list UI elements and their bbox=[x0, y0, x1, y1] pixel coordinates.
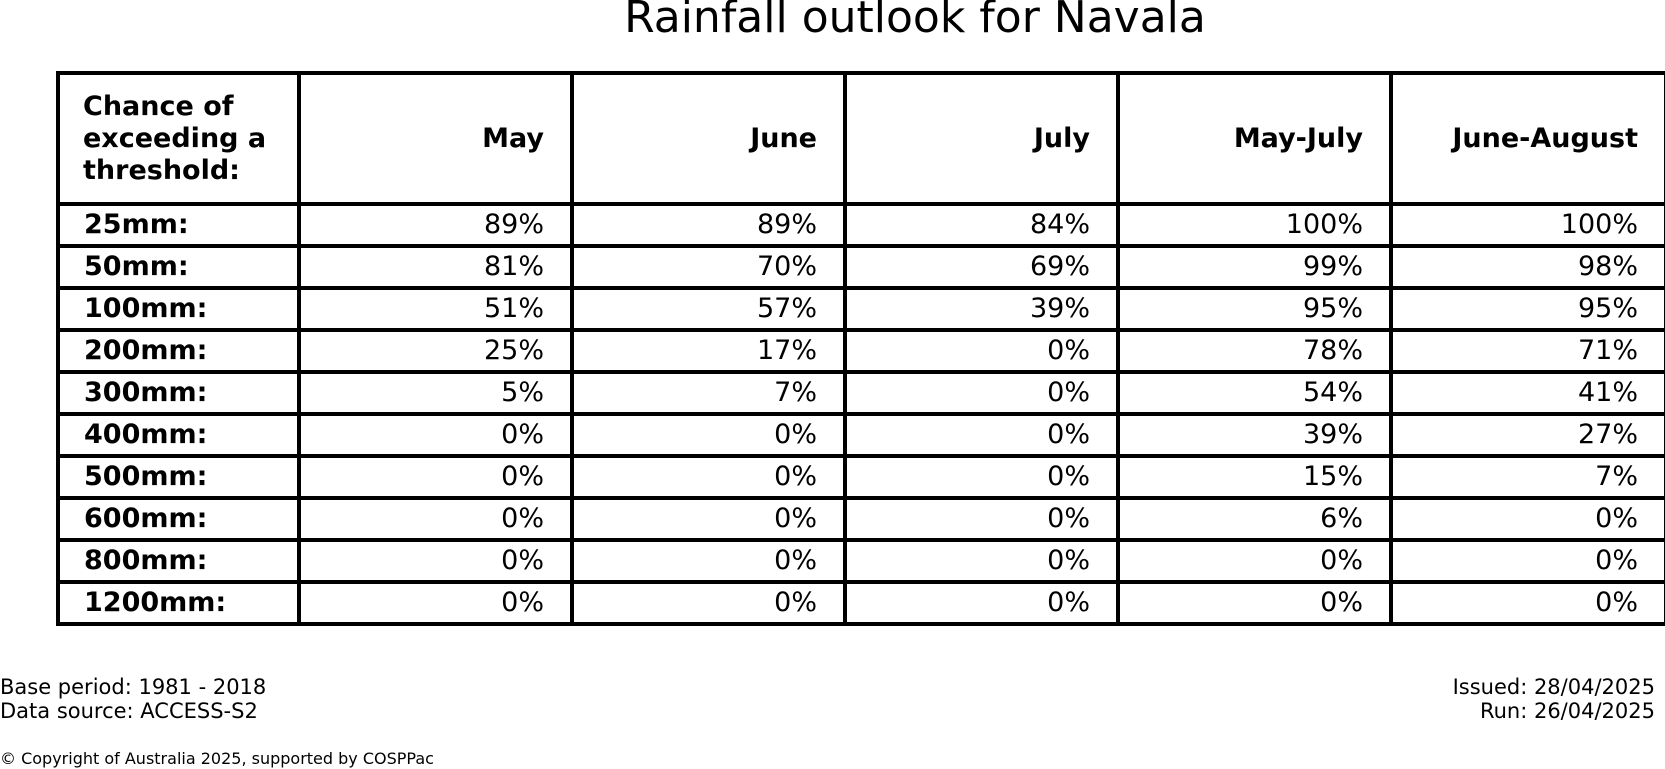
table-cell: 78% bbox=[1116, 328, 1393, 374]
table-header-row: Chance of exceeding a threshold: May Jun… bbox=[56, 71, 1665, 206]
table-cell: 69% bbox=[843, 244, 1120, 290]
table-row: 50mm: 81% 70% 69% 99% 98% bbox=[56, 244, 1665, 290]
table-cell: 39% bbox=[843, 286, 1120, 332]
table-cell: 89% bbox=[570, 202, 847, 248]
table-cell: 27% bbox=[1389, 412, 1665, 458]
table-cell: 0% bbox=[297, 454, 574, 500]
row-label: 300mm: bbox=[56, 370, 301, 416]
footer-left: Base period: 1981 - 2018 Data source: AC… bbox=[0, 675, 266, 723]
column-header: June bbox=[570, 71, 847, 206]
row-label: 25mm: bbox=[56, 202, 301, 248]
table-cell: 39% bbox=[1116, 412, 1393, 458]
page-title: Rainfall outlook for Navala bbox=[624, 0, 1206, 43]
corner-header: Chance of exceeding a threshold: bbox=[56, 71, 301, 206]
table-cell: 6% bbox=[1116, 496, 1393, 542]
table-cell: 0% bbox=[297, 496, 574, 542]
table-cell: 81% bbox=[297, 244, 574, 290]
table-row: 600mm: 0% 0% 0% 6% 0% bbox=[56, 496, 1665, 542]
table-cell: 0% bbox=[843, 496, 1120, 542]
table-cell: 17% bbox=[570, 328, 847, 374]
table-cell: 0% bbox=[1116, 580, 1393, 626]
table-cell: 99% bbox=[1116, 244, 1393, 290]
row-label: 200mm: bbox=[56, 328, 301, 374]
table-row: 1200mm: 0% 0% 0% 0% 0% bbox=[56, 580, 1665, 626]
table-cell: 7% bbox=[1389, 454, 1665, 500]
table-cell: 0% bbox=[570, 538, 847, 584]
table-row: 200mm: 25% 17% 0% 78% 71% bbox=[56, 328, 1665, 374]
row-label: 1200mm: bbox=[56, 580, 301, 626]
table-cell: 5% bbox=[297, 370, 574, 416]
table-row: 25mm: 89% 89% 84% 100% 100% bbox=[56, 202, 1665, 248]
table-row: 800mm: 0% 0% 0% 0% 0% bbox=[56, 538, 1665, 584]
data-source-text: Data source: ACCESS-S2 bbox=[0, 699, 258, 723]
table-cell: 0% bbox=[843, 412, 1120, 458]
copyright-text: © Copyright of Australia 2025, supported… bbox=[0, 749, 434, 768]
table-cell: 0% bbox=[1389, 538, 1665, 584]
row-label: 400mm: bbox=[56, 412, 301, 458]
table-cell: 100% bbox=[1116, 202, 1393, 248]
table-row: 100mm: 51% 57% 39% 95% 95% bbox=[56, 286, 1665, 332]
row-label: 500mm: bbox=[56, 454, 301, 500]
table-cell: 0% bbox=[1116, 538, 1393, 584]
table-cell: 0% bbox=[843, 370, 1120, 416]
table-row: 300mm: 5% 7% 0% 54% 41% bbox=[56, 370, 1665, 416]
table-cell: 71% bbox=[1389, 328, 1665, 374]
table-cell: 51% bbox=[297, 286, 574, 332]
base-period-text: Base period: 1981 - 2018 bbox=[0, 675, 267, 699]
table-cell: 0% bbox=[570, 496, 847, 542]
rainfall-outlook-table: Chance of exceeding a threshold: May Jun… bbox=[56, 71, 1665, 626]
column-header: May bbox=[297, 71, 574, 206]
row-label: 800mm: bbox=[56, 538, 301, 584]
table-cell: 95% bbox=[1116, 286, 1393, 332]
table-cell: 84% bbox=[843, 202, 1120, 248]
table-cell: 0% bbox=[843, 580, 1120, 626]
table-cell: 0% bbox=[843, 454, 1120, 500]
table-cell: 0% bbox=[1389, 580, 1665, 626]
issued-date-text: Issued: 28/04/2025 bbox=[1452, 675, 1655, 699]
table-cell: 41% bbox=[1389, 370, 1665, 416]
table-cell: 70% bbox=[570, 244, 847, 290]
row-label: 100mm: bbox=[56, 286, 301, 332]
table-cell: 95% bbox=[1389, 286, 1665, 332]
table-cell: 98% bbox=[1389, 244, 1665, 290]
column-header: July bbox=[843, 71, 1120, 206]
table-cell: 0% bbox=[297, 538, 574, 584]
footer-right: Issued: 28/04/2025 Run: 26/04/2025 bbox=[1453, 675, 1655, 723]
table-row: 500mm: 0% 0% 0% 15% 7% bbox=[56, 454, 1665, 500]
table-cell: 0% bbox=[570, 412, 847, 458]
table-cell: 57% bbox=[570, 286, 847, 332]
table-cell: 0% bbox=[843, 328, 1120, 374]
table-row: 400mm: 0% 0% 0% 39% 27% bbox=[56, 412, 1665, 458]
table-cell: 0% bbox=[1389, 496, 1665, 542]
column-header: May-July bbox=[1116, 71, 1393, 206]
row-label: 600mm: bbox=[56, 496, 301, 542]
table-cell: 15% bbox=[1116, 454, 1393, 500]
table-cell: 25% bbox=[297, 328, 574, 374]
table-cell: 0% bbox=[843, 538, 1120, 584]
table-cell: 7% bbox=[570, 370, 847, 416]
table-body: 25mm: 89% 89% 84% 100% 100% 50mm: 81% 70% 69% 99% 9… bbox=[56, 202, 1665, 626]
table-cell: 0% bbox=[570, 454, 847, 500]
table-cell: 89% bbox=[297, 202, 574, 248]
column-header: June-August bbox=[1389, 71, 1665, 206]
table-cell: 0% bbox=[570, 580, 847, 626]
table-cell: 0% bbox=[297, 412, 574, 458]
run-date-text: Run: 26/04/2025 bbox=[1479, 699, 1655, 723]
row-label: 50mm: bbox=[56, 244, 301, 290]
table-cell: 54% bbox=[1116, 370, 1393, 416]
table-cell: 100% bbox=[1389, 202, 1665, 248]
table-cell: 0% bbox=[297, 580, 574, 626]
